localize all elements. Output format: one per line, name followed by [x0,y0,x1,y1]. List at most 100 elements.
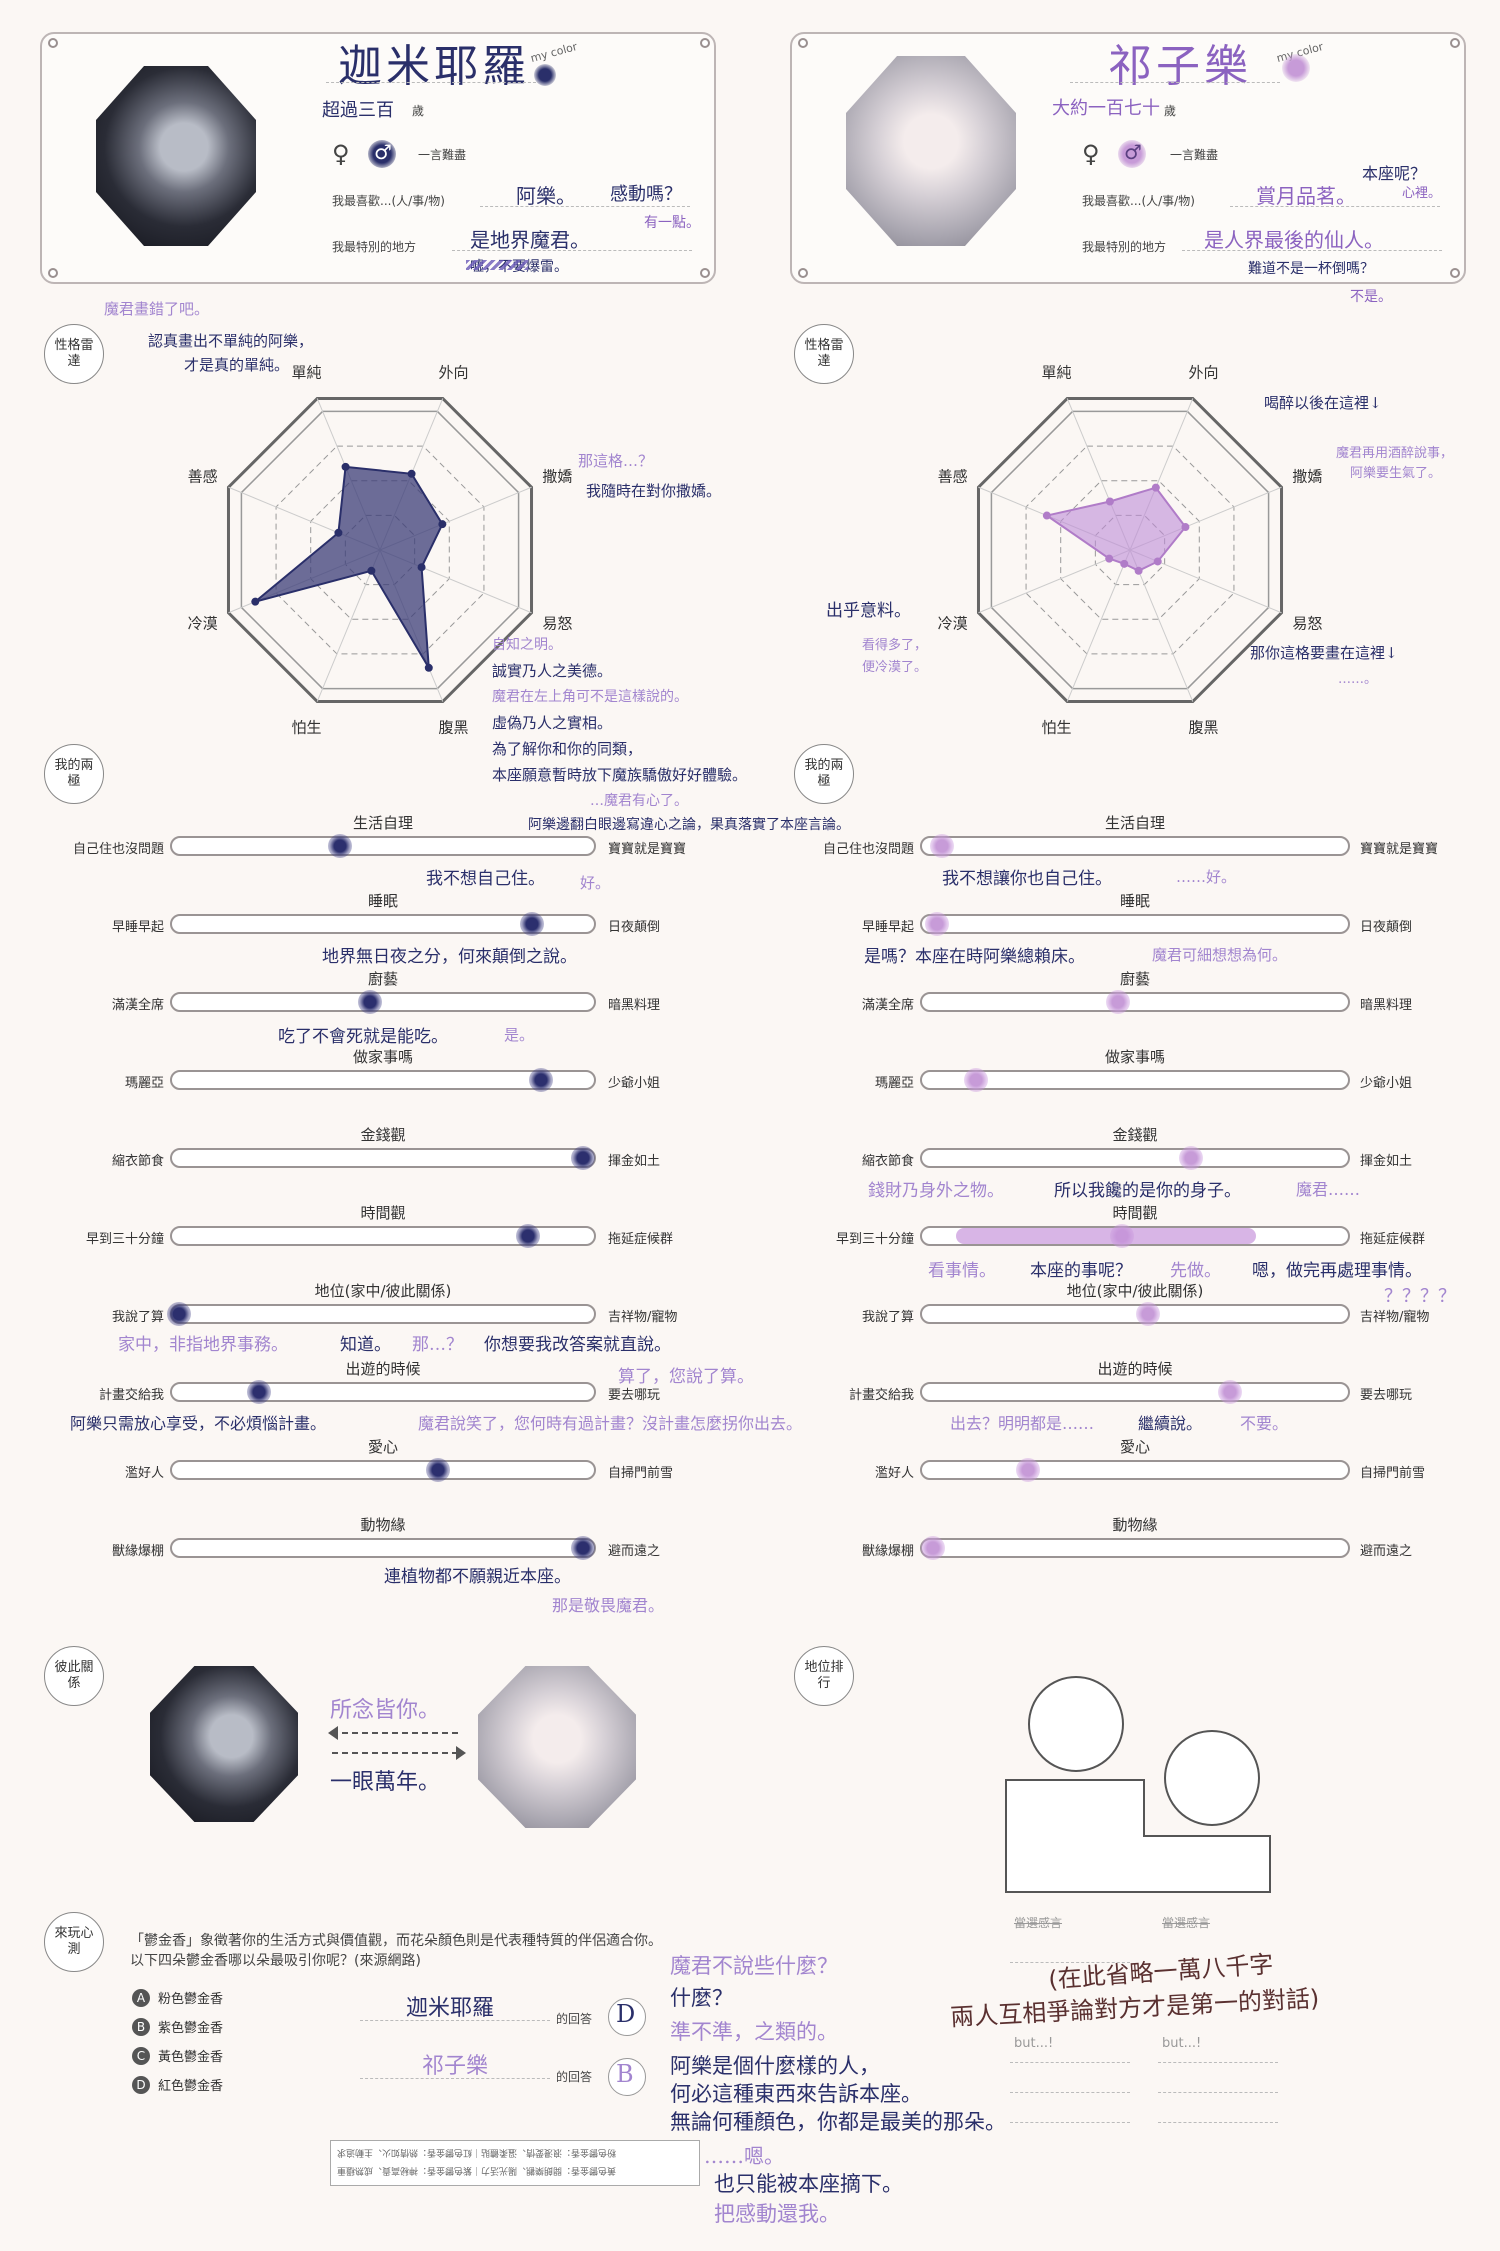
slider-marker [920,1536,945,1560]
section-badge-extremes-right: 我的兩極 [794,744,854,804]
extreme-note: 錢財乃身外之物。 [868,1181,1004,1201]
male-symbol: ♂ [1124,140,1142,164]
special-label: 我最特別的地方 [332,240,417,254]
quiz-option[interactable]: C 黃色鬱金香 [132,2046,223,2065]
slider-left-label: 獸緣爆棚 [861,1544,914,1559]
quiz-note: 什麼？ [670,1986,733,2010]
slider-track [920,1304,1350,1324]
radar-data-point [1153,557,1162,566]
slider-track [170,914,596,934]
radar-note: 便冷漠了。 [862,660,928,675]
quiz-option-text: 粉色鬱金香 [158,1992,224,2007]
slider-right-label: 日夜顛倒 [608,920,661,935]
slider-right-label: 拖延症候群 [1360,1232,1426,1247]
extreme-note: 先做。 [1170,1261,1221,1281]
extreme-note: 魔君可細想想為何。 [1152,946,1288,964]
radar-data-point [367,566,376,575]
slider-right-label: 避而遠之 [608,1544,661,1559]
badge-text: 彼此關係 [54,1660,94,1691]
extreme-note: 本座的事呢？ [1030,1261,1132,1281]
slider-left-label: 瑪麗亞 [124,1076,164,1091]
slider-right-label: 吉祥物/寵物 [608,1310,678,1325]
slider-track [170,1538,596,1558]
slider-right-label: 寶寶就是寶寶 [608,842,687,857]
slider-marker [1105,990,1130,1014]
speech-caption-right: 當選感言 [1162,1916,1211,1930]
radar-note: 喝醉以後在這裡↓ [1264,394,1382,412]
avatar-kamiyero-small [150,1666,298,1822]
card-pin [1450,38,1460,48]
slider-right-label: 暗黑料理 [608,998,661,1013]
quiz-note: 阿樂是個什麼樣的人， [670,2054,880,2078]
my-color-swatch [1282,54,1310,82]
slider-marker [571,1146,596,1170]
one-word-label: 一言難盡 [418,148,467,162]
slider-title: 生活自理 [1104,814,1165,832]
extreme-note: 算了，您說了算。 [618,1367,754,1387]
speech-line [1010,1962,1130,1963]
radar-note: 那這格…？ [578,452,654,470]
extreme-note: 你想要我改答案就直說。 [484,1335,671,1355]
slider-left-label: 縮衣節食 [111,1154,164,1169]
answer-underline [360,2078,550,2079]
extreme-note: 家中，非指地界事務。 [118,1335,288,1355]
card-pin [700,38,710,48]
likes-label: 我最喜歡...(人/事/物) [1082,194,1195,208]
radar-axis-label: 冷漠 [188,614,218,632]
slider-track [170,1382,596,1402]
scribble-mark [466,260,528,270]
avatar-kamiyero [96,66,256,246]
slider-marker [925,912,950,936]
section-badge-personality-left: 性格雷達 [44,324,104,384]
radar-note: ……。 [1338,672,1378,687]
quiz-answer-letter-2: B [616,2060,634,2088]
extreme-note: 魔君…… [1296,1180,1361,1199]
quiz-option[interactable]: D 紅色鬱金香 [132,2075,223,2094]
slider-right-label: 寶寶就是寶寶 [1360,842,1439,857]
radar-data-point [438,520,447,529]
radar-note: 阿樂要生氣了。 [1350,466,1442,481]
podium-outline [1005,1779,1271,1893]
slider-marker [247,1380,272,1404]
radar-axis-label: 怕生 [1042,718,1072,736]
radar-axis-label: 善感 [188,468,218,486]
relation-arrow-right [332,1752,458,1754]
radar-note: 阿樂邊翻白眼邊寫違心之論，果真落實了本座言論。 [528,817,850,833]
radar-data-point [1105,497,1114,506]
speech-line [1158,2062,1278,2063]
avatar-qiziyue-small [478,1666,636,1828]
radar-axis [978,549,1131,614]
radar-outer-frame [976,396,1284,704]
quiz-option[interactable]: A 粉色鬱金香 [132,1988,223,2007]
radar-data-point [1181,523,1190,532]
badge-text: 性格雷達 [804,338,844,369]
slider-marker [515,1224,540,1248]
badge-text: 我的兩極 [804,758,844,789]
speech-line [1010,2122,1130,2123]
card-pin [798,268,808,278]
extreme-note: 那是敬畏魔君。 [552,1596,665,1615]
quiz-option-text: 紫色鬱金香 [158,2021,224,2036]
slider-title: 做家事嗎 [1104,1048,1165,1066]
slider-smear-highlight [956,1228,1256,1244]
radar-note: 誠實乃人之美德。 [492,662,613,680]
slider-right-label: 要去哪玩 [608,1388,661,1403]
slider-track [920,1148,1350,1168]
slider-title: 時間觀 [1112,1204,1158,1222]
slider-left-label: 早到三十分鐘 [85,1232,164,1247]
quiz-option[interactable]: B 紫色鬱金香 [132,2017,223,2036]
radar-note: 自知之明。 [492,637,562,653]
quiz-option-text: 黃色鬱金香 [158,2050,224,2065]
speech-line [1010,2062,1130,2063]
slider-track [170,1148,596,1168]
podium-circle-first [1028,1676,1124,1772]
radar-note: 那你這格要畫在這裡↓ [1250,644,1398,662]
quiz-answer-name-2: 祁子樂 [422,2054,489,2079]
badge-text: 性格雷達 [54,338,94,369]
slider-left-label: 計畫交給我 [98,1388,164,1403]
quiz-intro-2: 以下四朵鬱金香哪以朵最吸引你呢？(來源網路) [130,1953,421,1969]
radar-note: 認真畫出不單純的阿樂， [148,332,314,350]
slider-title: 出遊的時候 [1097,1360,1173,1378]
avatar-qiziyue [846,56,1016,246]
radar-axis-label: 怕生 [292,718,322,736]
